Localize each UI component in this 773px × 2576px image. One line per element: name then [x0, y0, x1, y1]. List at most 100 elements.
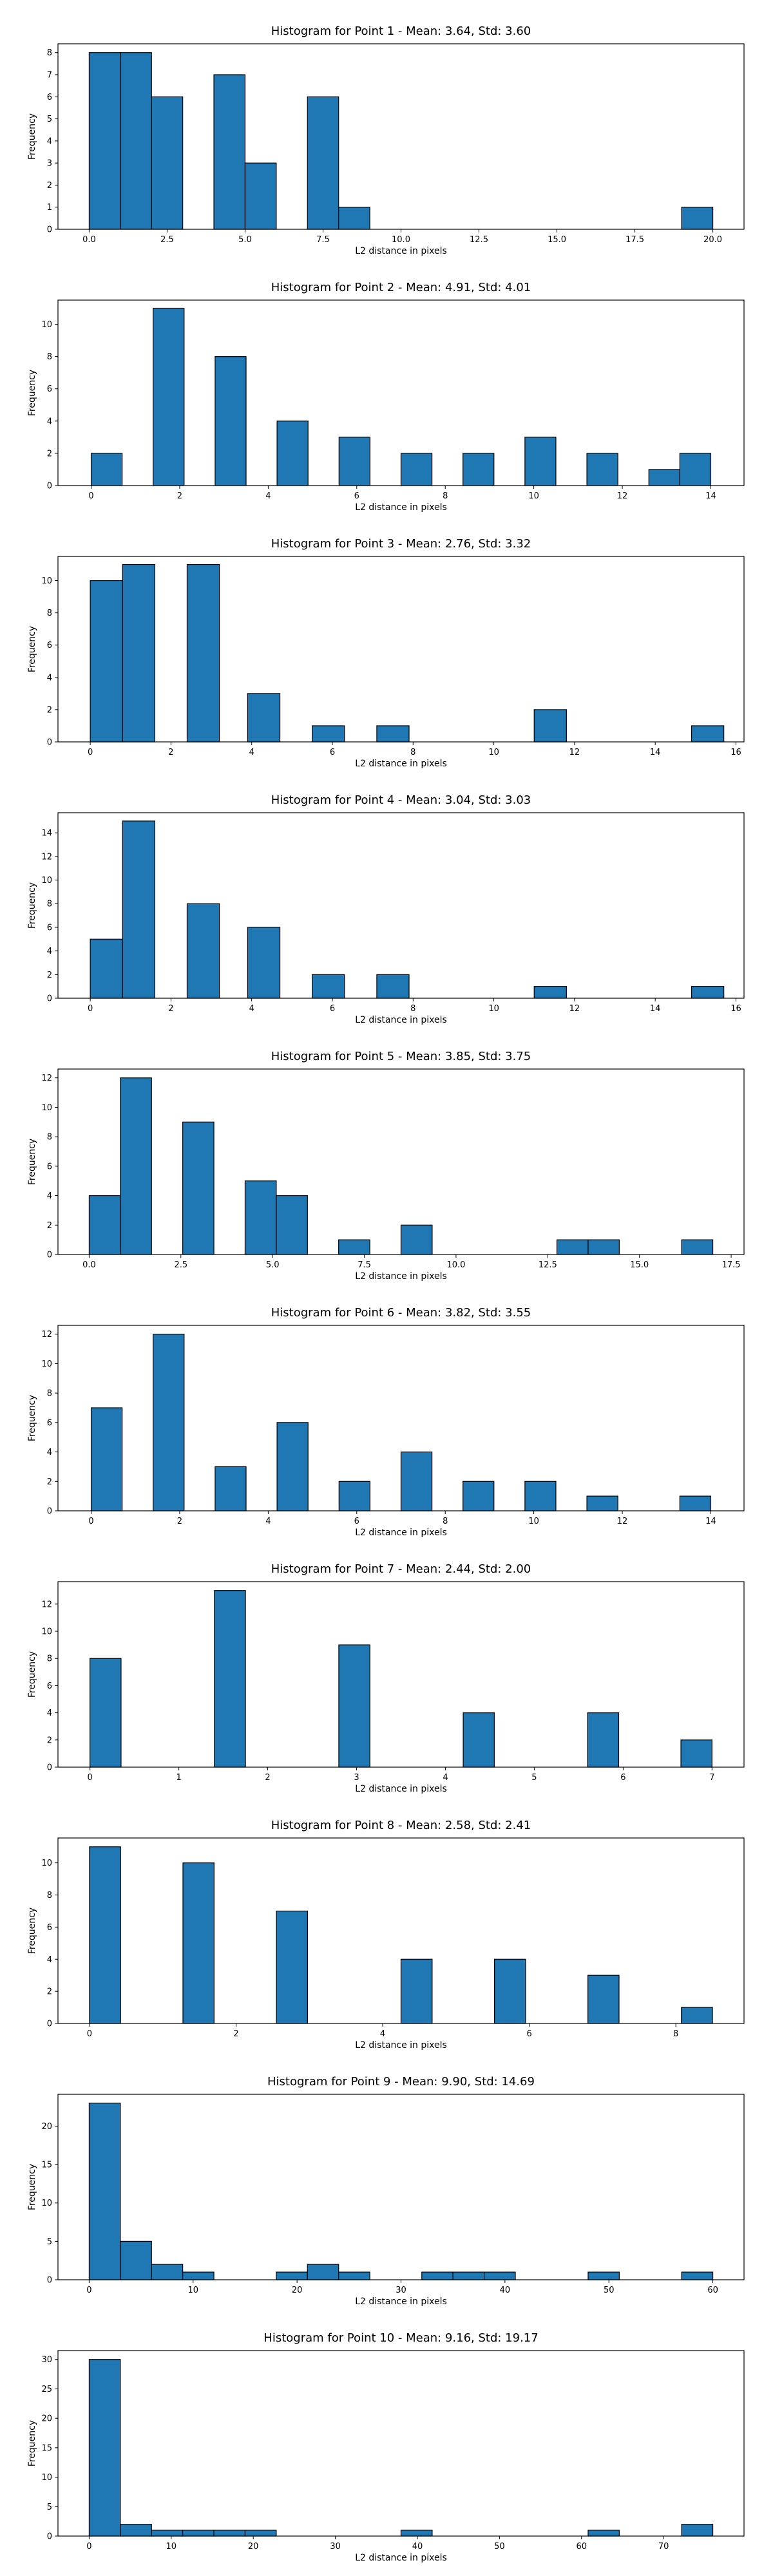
y-tick-label: 25 — [41, 2385, 52, 2394]
histogram-bar — [338, 207, 370, 230]
y-tick-label: 7 — [47, 71, 52, 80]
plot-frame — [57, 556, 745, 743]
y-tick-label: 20 — [41, 2122, 52, 2132]
x-tick-label: 0.0 — [82, 235, 96, 245]
x-tick-label: 20 — [292, 2286, 303, 2295]
histogram-bar — [88, 52, 121, 230]
chart-title: Histogram for Point 7 - Mean: 2.44, Std:… — [271, 1562, 531, 1576]
x-tick-label: 14 — [650, 748, 661, 757]
y-tick-label: 4 — [47, 417, 52, 426]
x-tick-label: 10.0 — [392, 235, 410, 245]
histogram-bar — [276, 2271, 308, 2280]
histogram-bar — [463, 1481, 495, 1511]
y-tick-label: 5 — [47, 2237, 52, 2247]
histogram-bar — [90, 453, 123, 486]
chart-title: Histogram for Point 8 - Mean: 2.58, Std:… — [271, 1819, 531, 1832]
histogram-bar — [88, 2359, 121, 2537]
y-tick-label: 10 — [41, 1103, 52, 1113]
histogram-bar — [214, 1590, 246, 1768]
y-tick-label: 6 — [47, 641, 52, 650]
y-tick-label: 0 — [47, 738, 52, 748]
x-tick-label: 50 — [604, 2286, 615, 2295]
y-tick-label: 6 — [47, 1418, 52, 1428]
histogram-bar — [679, 1495, 712, 1511]
chart-title: Histogram for Point 9 - Mean: 9.90, Std:… — [267, 2075, 535, 2088]
x-tick-label: 70 — [658, 2542, 669, 2552]
histogram-bar — [244, 162, 277, 230]
x-tick-label: 0 — [88, 491, 93, 501]
y-tick-label: 0 — [47, 1507, 52, 1517]
x-tick-label: 12 — [569, 748, 580, 757]
y-tick-label: 0 — [47, 482, 52, 491]
histogram-bar — [587, 1239, 620, 1255]
y-tick-label: 2 — [47, 1736, 52, 1745]
y-tick-label: 10 — [41, 576, 52, 586]
x-tick-label: 17.5 — [722, 1260, 741, 1270]
histogram-bar — [182, 1121, 215, 1255]
x-tick-label: 12 — [617, 1517, 628, 1526]
histogram-bar — [533, 709, 567, 743]
x-tick-label: 4 — [265, 1517, 271, 1526]
histogram-bar — [376, 974, 410, 999]
y-tick-label: 0 — [47, 225, 52, 235]
histogram-bar — [376, 725, 410, 743]
y-tick-label: 6 — [47, 1162, 52, 1171]
histogram-bar — [587, 1712, 620, 1768]
x-tick-label: 10 — [166, 2542, 177, 2552]
y-tick-label: 0 — [47, 1763, 52, 1773]
x-tick-label: 2.5 — [160, 235, 174, 245]
x-tick-label: 4 — [249, 748, 254, 757]
y-tick-label: 2 — [47, 1477, 52, 1487]
histogram-bar — [681, 1239, 714, 1255]
histogram-bar — [338, 2271, 370, 2280]
x-tick-label: 8 — [443, 1517, 448, 1526]
x-tick-label: 17.5 — [625, 235, 644, 245]
histogram-bar — [151, 2530, 184, 2537]
x-tick-label: 2 — [168, 748, 173, 757]
x-axis-label: L2 distance in pixels — [355, 759, 447, 769]
x-tick-label: 6 — [354, 491, 359, 501]
y-tick-label: 0 — [47, 2532, 52, 2542]
histogram-bar — [88, 1195, 121, 1255]
x-axis-label: L2 distance in pixels — [355, 246, 447, 256]
x-tick-label: 7 — [709, 1773, 714, 1783]
x-tick-label: 0 — [88, 1517, 93, 1526]
plot-frame — [57, 299, 745, 486]
histogram-bar — [648, 469, 680, 486]
x-tick-label: 7.5 — [358, 1260, 371, 1270]
chart-title: Histogram for Point 4 - Mean: 3.04, Std:… — [271, 793, 531, 807]
x-tick-label: 5 — [531, 1773, 537, 1783]
histogram-panel-2: Histogram for Point 2 - Mean: 4.91, Std:… — [27, 281, 745, 513]
histogram-bar — [120, 52, 152, 230]
histogram-bar — [587, 2271, 620, 2280]
y-tick-label: 6 — [47, 1923, 52, 1933]
y-tick-label: 1 — [47, 203, 52, 213]
histogram-bar — [90, 1407, 123, 1511]
y-tick-label: 2 — [47, 181, 52, 191]
x-tick-label: 4 — [380, 2029, 385, 2039]
histogram-bar — [524, 1481, 557, 1511]
y-axis-label: Frequency — [27, 1139, 37, 1185]
histogram-bar — [338, 437, 371, 486]
x-tick-label: 6 — [330, 748, 335, 757]
x-tick-label: 20 — [248, 2542, 259, 2552]
x-tick-label: 30 — [396, 2286, 406, 2295]
x-tick-label: 15.0 — [548, 235, 566, 245]
histogram-panel-10: Histogram for Point 10 - Mean: 9.16, Std… — [27, 2331, 745, 2563]
y-tick-label: 2 — [47, 971, 52, 980]
x-tick-label: 10 — [528, 491, 539, 501]
y-tick-label: 8 — [47, 352, 52, 362]
x-tick-label: 16 — [730, 1004, 741, 1014]
y-tick-label: 4 — [47, 137, 52, 146]
x-tick-label: 3 — [354, 1773, 359, 1783]
y-tick-label: 0 — [47, 2276, 52, 2286]
histogram-bar — [90, 580, 123, 743]
x-tick-label: 10 — [488, 748, 499, 757]
x-tick-label: 4 — [443, 1773, 448, 1783]
histogram-panel-5: Histogram for Point 5 - Mean: 3.85, Std:… — [27, 1050, 745, 1282]
histogram-panel-7: Histogram for Point 7 - Mean: 2.44, Std:… — [27, 1562, 745, 1794]
y-tick-label: 4 — [47, 1448, 52, 1457]
y-tick-label: 2 — [47, 1221, 52, 1231]
x-tick-label: 15.0 — [630, 1260, 649, 1270]
y-tick-label: 12 — [41, 852, 52, 862]
